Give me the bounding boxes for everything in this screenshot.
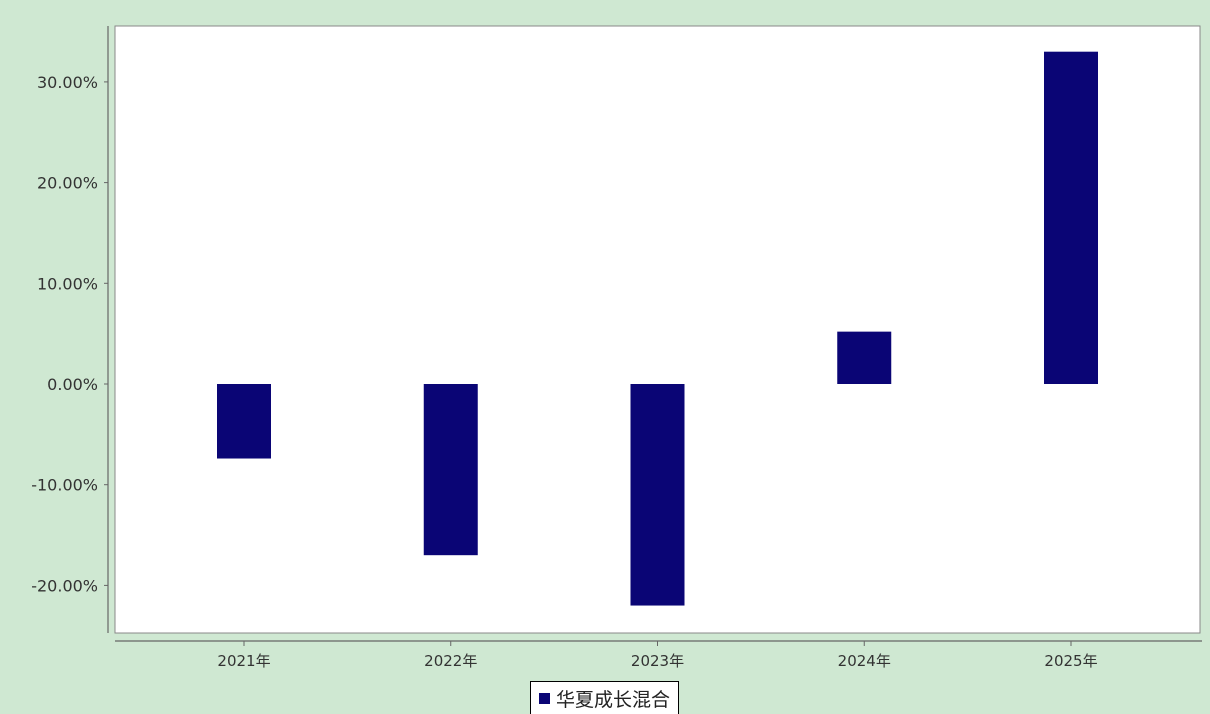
legend: 华夏成长混合 — [530, 681, 680, 714]
x-tick-label: 2023年 — [631, 652, 684, 670]
y-tick-label: -20.00% — [31, 576, 98, 595]
x-tick-label: 2022年 — [424, 652, 477, 670]
bar — [837, 331, 892, 384]
y-tick-label: 30.00% — [37, 73, 98, 92]
bar — [423, 384, 478, 556]
x-tick-label: 2024年 — [838, 652, 891, 670]
y-tick-label: 0.00% — [47, 375, 98, 394]
x-tick-label: 2021年 — [217, 652, 270, 670]
y-tick-label: 20.00% — [37, 174, 98, 193]
bar — [1044, 51, 1098, 384]
y-tick-label: -10.00% — [31, 476, 98, 495]
y-tick-label: 10.00% — [37, 274, 98, 293]
bar — [217, 384, 271, 459]
legend-label: 华夏成长混合 — [556, 688, 671, 711]
bar — [630, 384, 685, 606]
x-tick-label: 2025年 — [1044, 652, 1097, 670]
legend-swatch — [539, 692, 550, 704]
